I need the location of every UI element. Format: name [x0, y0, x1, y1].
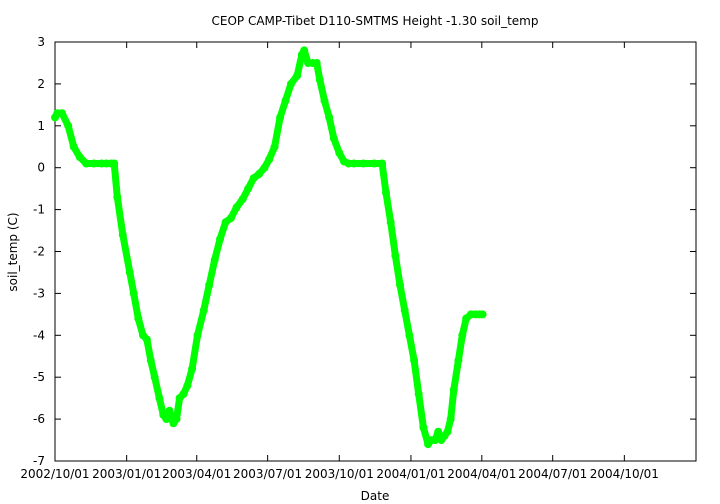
- data-point: [205, 281, 214, 289]
- data-point: [249, 174, 258, 183]
- data-point: [179, 390, 188, 398]
- x-tick-label: 2004/07/01: [518, 467, 587, 481]
- data-point: [405, 331, 414, 340]
- data-point: [449, 385, 458, 394]
- data-point: [400, 306, 409, 315]
- x-axis: 2002/10/01 2003/01/01 2003/04/01 2003/07/01…: [20, 42, 659, 481]
- data-point: [118, 230, 127, 239]
- data-point: [300, 46, 309, 55]
- y-tick-label: 1: [37, 119, 45, 133]
- x-tick-label: 2004/04/01: [447, 467, 516, 481]
- data-point: [446, 415, 455, 424]
- data-point: [335, 149, 344, 157]
- data-point: [210, 255, 219, 264]
- x-tick-label: 2003/01/01: [92, 467, 161, 481]
- data-point: [150, 373, 159, 382]
- data-point: [458, 331, 467, 340]
- data-point: [125, 268, 134, 277]
- data-point: [312, 59, 321, 67]
- data-point: [255, 170, 264, 178]
- y-tick-label: -2: [33, 245, 45, 259]
- y-tick-label: 0: [37, 161, 45, 175]
- data-point: [287, 79, 295, 88]
- x-axis-title: Date: [361, 489, 390, 503]
- data-point: [82, 159, 91, 168]
- data-point: [89, 159, 98, 168]
- data-point: [419, 423, 428, 432]
- x-tick-label: 2003/10/01: [305, 467, 374, 481]
- data-point: [270, 142, 279, 151]
- data-point: [293, 71, 302, 80]
- data-point: [386, 218, 395, 227]
- y-tick-label: 2: [37, 77, 45, 91]
- data-point: [134, 314, 143, 323]
- data-point: [478, 310, 487, 319]
- data-point: [325, 113, 334, 122]
- data-point: [315, 75, 324, 84]
- data-point: [244, 184, 253, 193]
- data-point: [64, 121, 73, 130]
- data-point: [443, 427, 452, 436]
- data-point: [58, 109, 66, 118]
- plot-frame: [54, 41, 697, 462]
- data-point: [454, 356, 463, 365]
- data-point: [391, 251, 400, 260]
- data-point: [350, 159, 359, 168]
- data-point: [75, 153, 84, 162]
- data-point: [146, 356, 155, 365]
- x-tick-label: 2003/04/01: [162, 467, 231, 481]
- data-point: [227, 214, 235, 222]
- data-point: [172, 415, 181, 424]
- y-tick-label: -1: [33, 203, 45, 217]
- data-point: [216, 234, 225, 243]
- y-axis-title: soil_temp (C): [6, 212, 20, 291]
- series-soil-temp: [51, 46, 487, 449]
- y-tick-label: -3: [33, 286, 45, 300]
- x-tick-label: 2003/07/01: [233, 467, 302, 481]
- data-point: [260, 163, 269, 172]
- data-point: [410, 356, 419, 365]
- data-point: [183, 381, 192, 390]
- data-point: [155, 394, 164, 403]
- x-tick-label: 2004/10/01: [590, 467, 659, 481]
- y-tick-label: 3: [37, 35, 45, 49]
- data-point: [281, 96, 290, 105]
- data-point: [232, 203, 241, 212]
- data-point: [221, 218, 230, 227]
- data-point: [193, 331, 202, 340]
- data-point: [129, 289, 138, 298]
- series-line: [51, 46, 487, 448]
- y-tick-label: -5: [33, 370, 45, 384]
- data-point: [378, 159, 387, 168]
- data-point: [434, 427, 443, 436]
- data-point: [320, 96, 329, 105]
- data-point: [329, 134, 338, 143]
- data-point: [142, 335, 151, 344]
- data-point: [162, 415, 171, 424]
- data-point: [113, 193, 122, 201]
- data-point: [110, 159, 119, 168]
- data-point: [199, 306, 208, 315]
- y-tick-label: -7: [33, 454, 45, 468]
- chart-title: CEOP CAMP-Tibet D110-SMTMS Height -1.30 …: [212, 14, 539, 28]
- y-tick-label: -4: [33, 328, 45, 342]
- data-point: [396, 281, 404, 289]
- x-tick-label: 2002/10/01: [20, 467, 89, 481]
- x-tick-label: 2004/01/01: [376, 467, 445, 481]
- data-point: [276, 113, 285, 122]
- y-tick-label: -6: [33, 412, 45, 426]
- data-point: [382, 188, 390, 197]
- data-point: [265, 155, 274, 164]
- data-point: [414, 390, 423, 398]
- data-point: [359, 159, 368, 168]
- data-point: [344, 159, 353, 168]
- data-point: [165, 406, 174, 415]
- data-point: [238, 195, 247, 204]
- data-point: [431, 436, 440, 445]
- data-point: [370, 159, 379, 168]
- data-point: [188, 364, 197, 373]
- data-point: [69, 142, 78, 151]
- y-axis: 3 2 1 0 -1 -2 -3 -4 -5 -6 -7: [33, 35, 696, 468]
